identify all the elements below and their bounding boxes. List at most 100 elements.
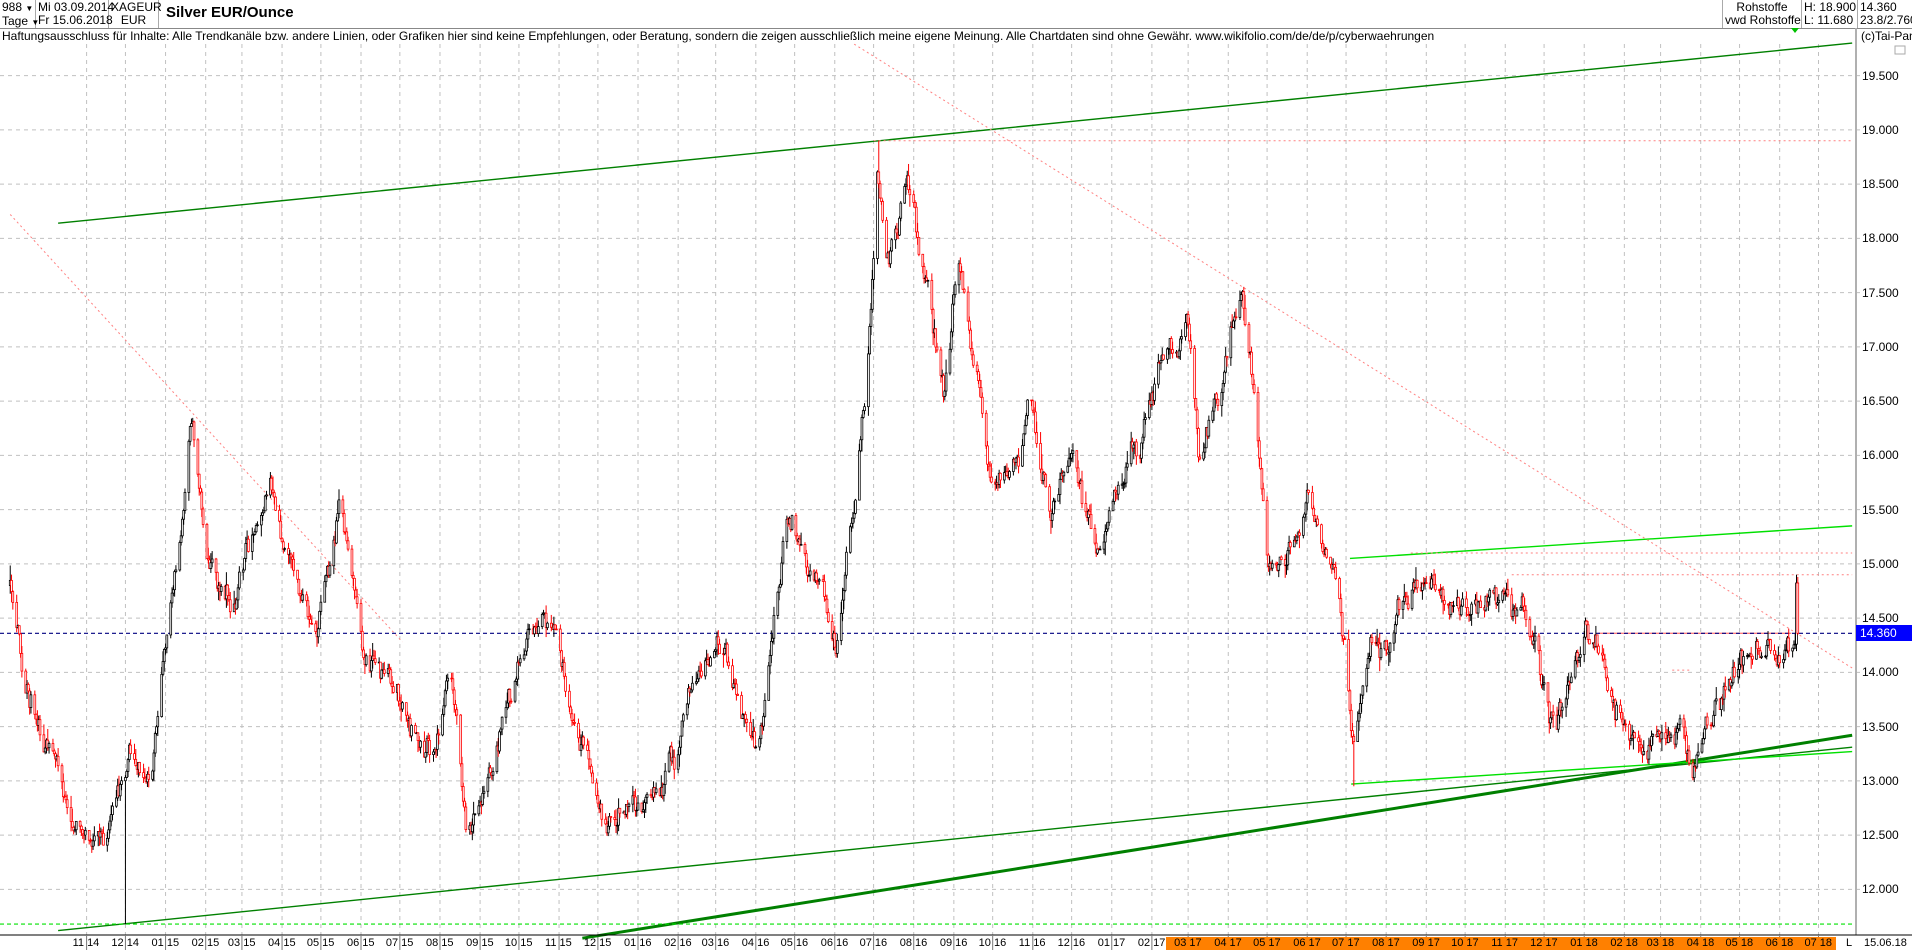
candle <box>47 743 51 749</box>
candle <box>716 636 720 645</box>
bar-count-selector[interactable]: 988 ▼ Tage ▼ <box>0 0 39 29</box>
candle <box>1135 441 1138 457</box>
candle <box>1637 737 1640 742</box>
candle <box>1349 709 1353 732</box>
candle <box>62 781 65 798</box>
candle <box>1511 609 1515 617</box>
bar-count: 988 <box>2 0 23 14</box>
candle <box>451 678 455 691</box>
candle <box>1712 714 1715 727</box>
candle <box>1250 351 1253 375</box>
candle <box>280 537 284 543</box>
candle <box>850 522 853 528</box>
candle <box>125 770 129 778</box>
candle <box>173 571 176 591</box>
period-selector[interactable]: Tage ▼ <box>2 15 39 29</box>
candle <box>1549 717 1552 724</box>
candle <box>305 594 308 602</box>
candle <box>142 772 145 779</box>
candle <box>238 571 241 589</box>
y-tick-label: 16.000 <box>1862 448 1899 463</box>
candle <box>126 759 130 772</box>
candle <box>1031 400 1035 411</box>
candle <box>1760 655 1763 658</box>
candle <box>1434 584 1437 591</box>
candle <box>606 825 610 834</box>
candle <box>134 758 138 766</box>
date-range[interactable]: Mi 03.09.2014 Fr 15.06.2018 <box>36 0 115 28</box>
candle <box>1602 654 1605 660</box>
candle <box>609 815 613 818</box>
candle <box>1714 698 1718 702</box>
candle <box>579 744 583 751</box>
candle <box>770 640 773 656</box>
candle <box>672 756 676 770</box>
candle <box>318 610 321 630</box>
candle <box>452 689 456 705</box>
candle <box>1361 685 1365 696</box>
candle <box>482 790 486 794</box>
candle <box>410 725 413 737</box>
candle <box>1270 563 1274 569</box>
candle <box>1052 500 1055 515</box>
candle <box>852 512 856 519</box>
x-tick-label: 12 15 <box>583 937 612 949</box>
candle <box>1166 348 1169 360</box>
candle <box>1080 480 1084 504</box>
candle <box>537 626 540 634</box>
candle <box>486 777 490 792</box>
candle <box>526 628 530 640</box>
candle <box>1298 532 1301 536</box>
candle <box>188 426 192 442</box>
candle <box>1025 415 1028 426</box>
candle <box>1736 669 1740 678</box>
x-tick-label: 09 15 <box>466 937 494 949</box>
y-tick-label: 15.500 <box>1862 502 1899 517</box>
candle <box>1179 338 1182 352</box>
candle <box>962 288 966 293</box>
candle <box>1742 656 1745 666</box>
x-tick-label: 09 16 <box>939 937 968 949</box>
candle <box>1320 524 1323 544</box>
candle <box>841 599 844 614</box>
x-tick-label: 08 15 <box>425 937 454 949</box>
candle <box>898 217 901 236</box>
candle <box>1333 564 1336 568</box>
candle <box>1107 510 1111 523</box>
candle <box>1405 596 1409 605</box>
grid <box>0 44 1862 950</box>
mode-label[interactable]: L <box>1846 937 1853 949</box>
candle <box>662 784 666 796</box>
chart-header: 988 ▼ Tage ▼ Mi 03.09.2014 Fr 15.06.2018… <box>0 0 1912 29</box>
candle <box>160 673 163 717</box>
candle <box>667 752 671 772</box>
candle <box>1579 654 1582 658</box>
candle <box>1647 744 1651 760</box>
date-from[interactable]: Mi 03.09.2014 <box>38 0 115 14</box>
candle <box>907 175 910 191</box>
candle <box>254 524 258 533</box>
candle <box>1339 598 1343 614</box>
candle <box>908 189 912 196</box>
candle <box>455 709 459 716</box>
minimize-icon[interactable] <box>1894 45 1906 55</box>
candle <box>428 740 431 755</box>
candle <box>1724 686 1727 691</box>
candle <box>1207 419 1211 437</box>
candle <box>491 771 495 776</box>
candle <box>1569 676 1573 684</box>
candle <box>549 622 553 628</box>
candle <box>78 820 82 827</box>
candle <box>709 657 712 667</box>
date-to[interactable]: Fr 15.06.2018 <box>38 13 113 27</box>
candle <box>691 682 694 691</box>
candle <box>1638 741 1642 746</box>
candle <box>1773 650 1776 656</box>
x-tick-label: 06 16 <box>820 937 849 949</box>
candle <box>355 596 359 605</box>
candle <box>1197 428 1200 458</box>
candle <box>401 702 404 710</box>
candle <box>808 570 812 576</box>
candle <box>880 197 883 202</box>
